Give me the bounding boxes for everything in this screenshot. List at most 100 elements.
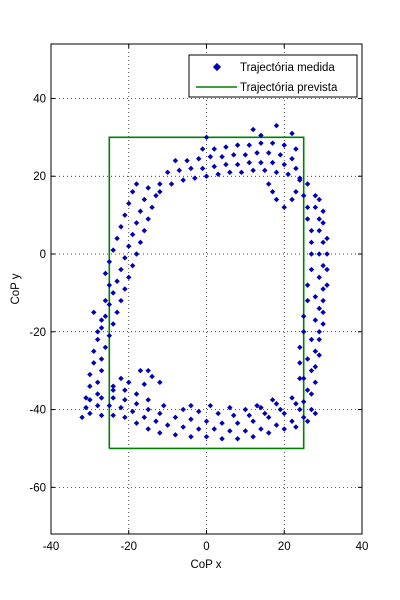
data-point (211, 426, 217, 432)
data-point (258, 426, 264, 432)
data-point (203, 134, 210, 141)
data-point (316, 274, 322, 281)
data-point (203, 418, 210, 424)
data-point (312, 410, 319, 417)
data-point (300, 313, 307, 319)
data-point (254, 402, 260, 409)
data-point (110, 247, 116, 253)
data-point (118, 297, 124, 304)
data-point (227, 169, 233, 176)
data-point (94, 402, 101, 409)
data-point (129, 262, 136, 269)
data-point (110, 387, 116, 393)
data-point (118, 404, 124, 411)
data-point (126, 243, 132, 249)
data-point (102, 344, 109, 351)
legend-label-predicted: Trajectória prevista (240, 82, 338, 94)
data-point (188, 416, 194, 423)
data-point (180, 406, 186, 413)
data-point (320, 297, 326, 304)
legend-label-measured: Trajectória medida (240, 62, 335, 74)
data-point (289, 395, 295, 401)
data-point (110, 290, 116, 296)
data-point (122, 387, 128, 393)
data-point (102, 270, 109, 277)
data-point (316, 251, 322, 257)
data-point (145, 397, 151, 403)
data-point (297, 344, 303, 351)
data-point (133, 251, 140, 257)
data-point (122, 397, 128, 403)
data-point (102, 297, 109, 304)
data-point (87, 371, 93, 378)
data-point (223, 161, 229, 168)
y-axis-label: CoP y (10, 273, 22, 304)
data-point (203, 173, 210, 179)
data-point (145, 216, 151, 222)
legend: Trajectória medida Trajectória prevista (188, 54, 358, 98)
y-tick-label: -40 (29, 405, 46, 417)
data-point (293, 189, 299, 195)
data-point (289, 155, 295, 162)
data-point (219, 435, 225, 442)
data-point (308, 266, 315, 273)
data-point (110, 412, 116, 419)
data-point (269, 189, 276, 195)
data-point (293, 146, 299, 152)
data-point (126, 274, 132, 281)
data-point (300, 329, 307, 335)
data-point (297, 406, 303, 413)
data-point (246, 412, 252, 419)
data-point (145, 185, 151, 191)
data-point (122, 255, 128, 261)
y-tick-label: 20 (33, 171, 46, 183)
data-point (145, 367, 151, 374)
data-point (145, 426, 151, 432)
data-point (324, 235, 330, 242)
data-point (300, 399, 307, 405)
data-point (316, 216, 322, 222)
data-point (304, 216, 311, 222)
data-point (129, 231, 136, 238)
data-point (141, 196, 148, 203)
legend-marker-measured (212, 62, 222, 72)
data-point (94, 336, 101, 343)
data-point (312, 317, 319, 323)
data-point (122, 414, 128, 421)
data-point (234, 435, 241, 442)
data-point (122, 212, 128, 218)
data-point (126, 379, 132, 386)
y-tick-label: 0 (40, 249, 46, 261)
data-point (281, 426, 287, 432)
data-point (234, 420, 241, 426)
data-point (188, 165, 194, 172)
data-point (308, 336, 315, 343)
data-point (172, 432, 179, 438)
data-point (161, 402, 167, 409)
data-point (106, 301, 113, 308)
data-point (172, 414, 179, 421)
data-point (153, 192, 159, 199)
data-point (308, 367, 315, 374)
data-point (102, 313, 109, 319)
data-point (312, 364, 319, 370)
data-point (246, 159, 252, 166)
data-point (308, 391, 315, 397)
measured-trajectory (79, 122, 330, 442)
data-point (254, 150, 260, 156)
data-point (188, 434, 194, 440)
data-point (297, 375, 303, 382)
data-point (312, 379, 319, 386)
data-point (207, 402, 214, 409)
data-point (83, 404, 89, 411)
data-point (316, 352, 322, 358)
data-point (320, 321, 326, 327)
data-point (227, 404, 233, 411)
data-point (149, 373, 155, 380)
data-point (293, 400, 299, 407)
data-point (145, 406, 151, 413)
data-point (219, 420, 225, 426)
data-point (141, 381, 148, 388)
data-point (172, 157, 179, 164)
